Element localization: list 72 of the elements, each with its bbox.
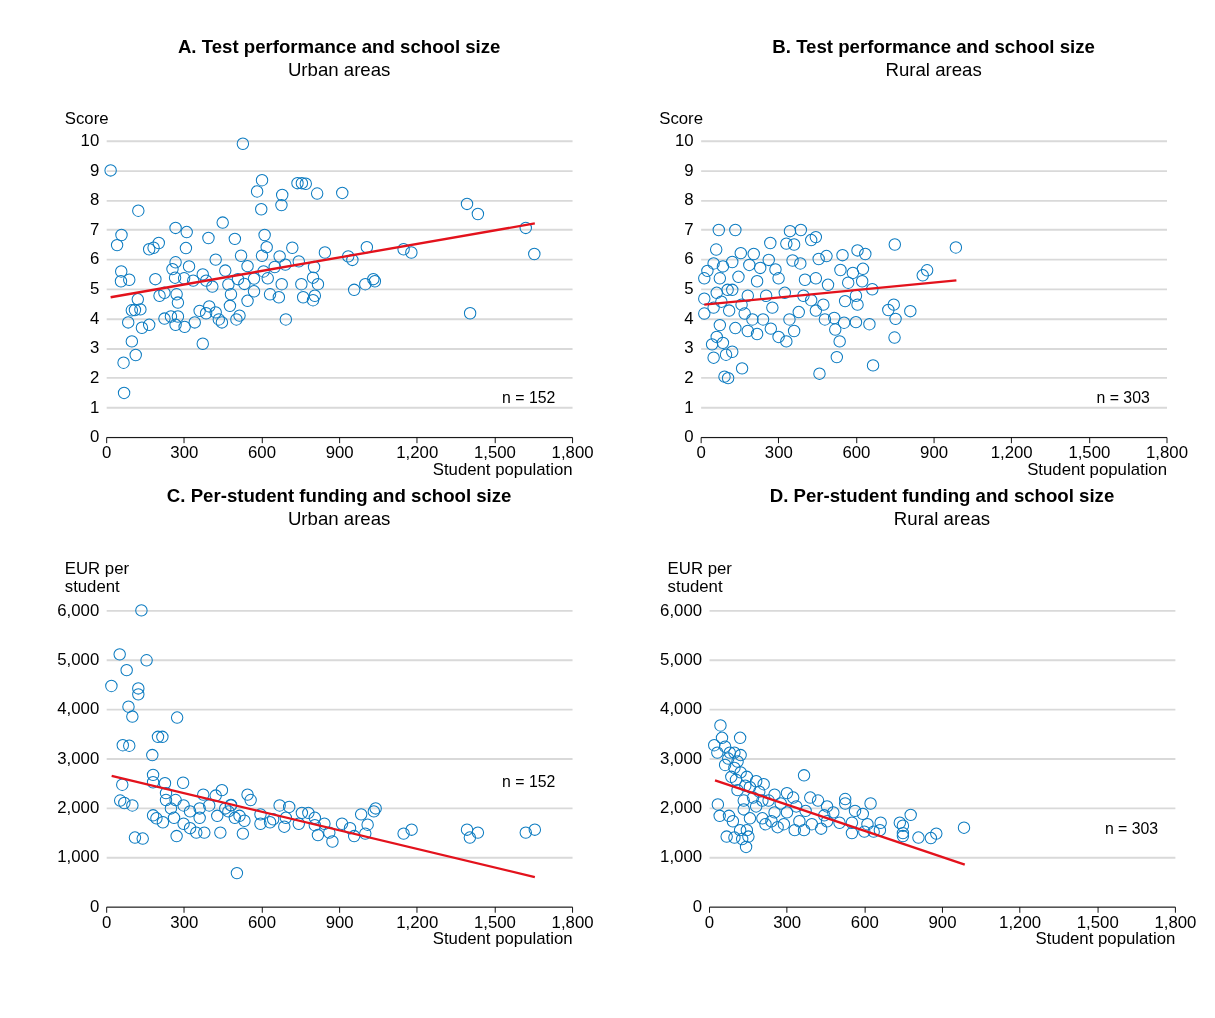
y-tick-label: 10	[80, 130, 100, 150]
x-tick-label: 1,500	[473, 912, 516, 932]
y-tick-label: 3,000	[660, 748, 703, 768]
y-tick-label: 5	[89, 279, 100, 299]
x-tick-label: 900	[920, 443, 949, 463]
x-tick-label: 600	[247, 443, 276, 463]
y-tick-label: 5	[684, 279, 694, 299]
y-tick-label: 6	[684, 249, 694, 269]
x-tick-label: 900	[928, 912, 957, 932]
y-tick-label: 6,000	[57, 600, 100, 620]
y-axis-title: EUR per student	[667, 558, 733, 597]
x-tick-label: 300	[773, 912, 802, 932]
annotation: n = 152	[502, 772, 556, 790]
chart-subtitle: Rural areas	[885, 58, 982, 80]
x-axis-title: Student population	[1035, 929, 1176, 949]
y-axis-title: Score	[659, 109, 704, 129]
x-tick-label: 1,800	[1154, 912, 1197, 932]
chart-subtitle: Urban areas	[287, 507, 391, 529]
x-tick-label: 600	[850, 912, 879, 932]
chart-subtitle: Rural areas	[893, 507, 991, 529]
y-tick-label: 6	[89, 249, 100, 269]
y-tick-label: 2	[684, 367, 694, 387]
y-tick-label: 2	[89, 367, 100, 387]
y-axis-title: Score	[64, 109, 109, 129]
y-tick-label: 5,000	[57, 649, 100, 669]
y-tick-label: 0	[684, 427, 694, 447]
x-tick-label: 900	[325, 912, 354, 932]
x-tick-label: 1,200	[999, 912, 1042, 932]
y-tick-label: 4,000	[57, 699, 100, 719]
x-tick-label: 900	[325, 443, 354, 463]
y-tick-label: 1	[89, 397, 100, 417]
y-tick-label: 4	[684, 308, 694, 328]
y-tick-label: 0	[89, 896, 100, 916]
chart-subtitle: Urban areas	[287, 58, 391, 80]
chart-title: C. Per-student funding and school size	[166, 485, 512, 507]
y-tick-label: 8	[684, 190, 694, 210]
x-tick-label: 300	[764, 443, 793, 463]
y-tick-label: 4,000	[660, 699, 703, 719]
y-tick-label: 7	[684, 219, 694, 239]
y-tick-label: 1,000	[660, 847, 703, 867]
chart-title: B. Test performance and school size	[772, 36, 1095, 58]
y-tick-label: 8	[89, 190, 100, 210]
chart-title: A. Test performance and school size	[177, 36, 501, 58]
y-axis-title: EUR per student	[64, 558, 130, 597]
y-tick-label: 0	[692, 896, 703, 916]
chart-title: D. Per-student funding and school size	[769, 485, 1115, 507]
y-tick-label: 3	[89, 338, 100, 358]
y-tick-label: 4	[89, 308, 100, 328]
y-tick-label: 9	[684, 160, 694, 180]
x-tick-label: 1,800	[551, 912, 594, 932]
y-tick-label: 7	[89, 219, 100, 239]
x-tick-label: 600	[247, 912, 276, 932]
y-tick-label: 6,000	[660, 600, 703, 620]
y-tick-label: 10	[675, 130, 694, 150]
y-tick-label: 5,000	[660, 649, 703, 669]
y-tick-label: 3	[684, 338, 694, 358]
x-axis-title: Student population	[432, 929, 573, 949]
annotation: n = 152	[502, 389, 556, 407]
x-tick-label: 300	[170, 443, 199, 463]
x-tick-label: 600	[842, 443, 871, 463]
y-tick-label: 2,000	[57, 798, 100, 818]
y-tick-label: 2,000	[660, 798, 703, 818]
x-tick-label: 300	[170, 912, 199, 932]
y-tick-label: 1	[684, 397, 694, 417]
x-tick-label: 1,500	[1076, 912, 1119, 932]
y-tick-label: 1,000	[57, 847, 100, 867]
y-tick-label: 9	[89, 160, 100, 180]
y-tick-label: 0	[89, 427, 100, 447]
annotation: n = 303	[1096, 389, 1150, 407]
x-tick-label: 1,200	[396, 912, 439, 932]
y-tick-label: 3,000	[57, 748, 100, 768]
annotation: n = 303	[1104, 820, 1159, 838]
